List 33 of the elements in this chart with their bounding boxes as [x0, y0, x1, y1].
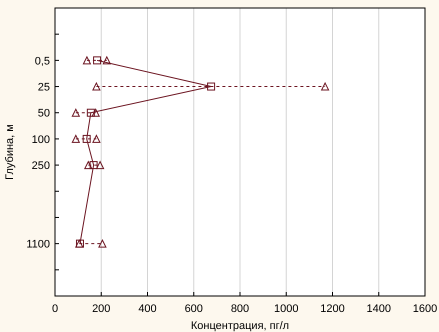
- point: [102, 56, 111, 64]
- point: [93, 56, 102, 64]
- x-tick-label: 1000: [274, 303, 298, 315]
- y-tick-label: 0,5: [34, 55, 50, 68]
- x-tick-label: 800: [230, 303, 250, 315]
- point: [321, 82, 330, 91]
- point: [98, 240, 106, 248]
- y-tick-label: 250: [32, 160, 50, 172]
- point: [86, 108, 95, 117]
- point: [72, 134, 80, 143]
- x-tick-label: 600: [184, 303, 203, 315]
- y-tick-label: 25: [38, 82, 50, 94]
- y-tick-label: 1100: [26, 238, 50, 251]
- y-tick-label: 100: [32, 134, 50, 146]
- point: [84, 161, 92, 170]
- point: [92, 82, 100, 91]
- point: [90, 161, 98, 170]
- y-tick-label: 50: [38, 108, 50, 120]
- y-axis-title: Глубина, м: [4, 124, 16, 180]
- point: [207, 82, 216, 91]
- point: [72, 108, 80, 117]
- x-tick-label: 400: [138, 303, 157, 315]
- point: [82, 134, 91, 143]
- x-axis-title: Концентрация, пг/л: [190, 320, 290, 332]
- x-tick-label: 200: [92, 303, 110, 315]
- point: [96, 161, 104, 170]
- x-tick-label: 0: [52, 303, 58, 315]
- point: [92, 108, 100, 117]
- point: [82, 56, 91, 64]
- point: [92, 134, 100, 143]
- x-tick-label: 1600: [412, 303, 438, 315]
- x-tick-label: 1200: [320, 303, 345, 315]
- x-tick-label: 1400: [366, 303, 391, 315]
